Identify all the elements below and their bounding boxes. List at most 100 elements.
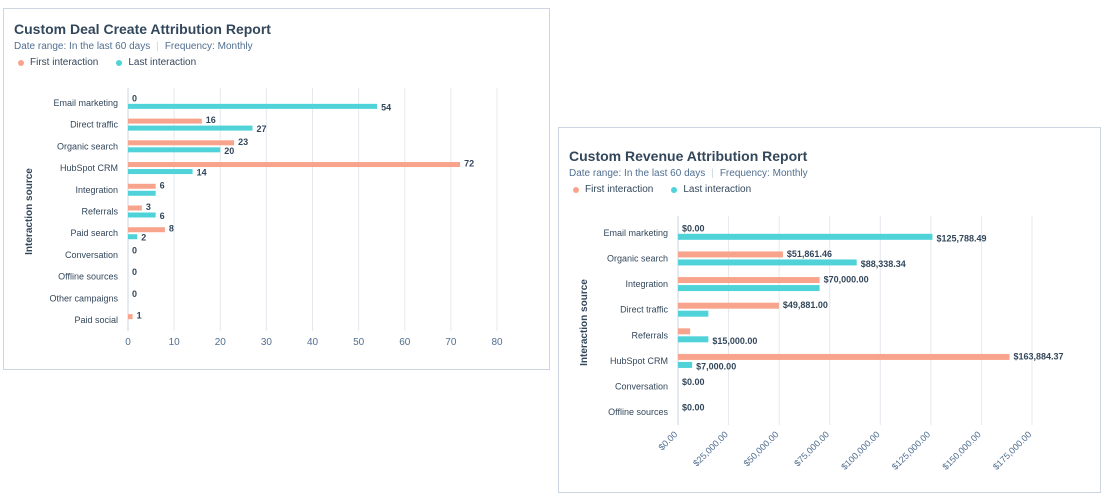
frequency: Frequency: Monthly [719,168,808,179]
data-label-first: 8 [169,224,174,234]
legend-last-label: Last interaction [683,184,752,195]
category-label: HubSpot CRM [610,356,668,366]
bar-first-interaction [128,140,235,146]
revenue-report-card: Custom Revenue Attribution Report Date r… [558,127,1101,493]
data-label-first: $0.00 [682,377,705,387]
data-label-first: 0 [132,93,137,103]
bar-first-interaction [678,251,783,258]
legend-last-interaction[interactable]: Last interaction [671,184,751,195]
data-label-first: $163,884.37 [1014,351,1064,361]
y-axis-title: Interaction source [24,168,35,255]
category-label: Organic search [607,253,668,263]
data-label-first: $70,000.00 [824,275,869,285]
category-label: Direct traffic [70,120,118,130]
category-label: Offline sources [608,407,668,417]
bar-first-interaction [678,353,1010,360]
bar-first-interaction [128,227,165,233]
category-label: HubSpot CRM [60,163,118,173]
category-label: Direct traffic [620,305,668,315]
chart-legend: First interaction Last interaction [573,184,751,195]
bar-first-interaction [678,328,691,335]
bar-last-interaction [128,103,378,109]
bar-last-interaction [678,259,857,266]
legend-first-interaction[interactable]: First interaction [573,184,653,195]
legend-first-swatch [573,186,579,193]
bar-last-interaction [128,190,156,196]
category-label: Email marketing [603,228,668,238]
data-label-last: 2 [141,233,146,243]
bar-last-interaction [678,233,933,240]
bar-last-interaction [128,125,253,131]
chart-title: Custom Revenue Attribution Report [569,148,808,164]
x-tick-label: $100,000.00 [839,429,881,471]
date-range: Date range: In the last 60 days [569,168,706,179]
bar-last-interaction [678,336,709,343]
data-label-first: $51,861.46 [787,249,832,259]
bar-last-interaction [128,212,156,218]
category-label: Integration [625,279,668,289]
y-axis-title: Interaction source [579,279,590,366]
data-label-last: $7,000.00 [696,361,736,371]
data-label-last: 14 [197,168,207,178]
bar-first-interaction [678,277,820,284]
category-label: Referrals [631,330,668,340]
bar-last-interaction [678,285,820,292]
data-label-last: 6 [160,211,165,221]
deal-create-report-card: Custom Deal Create Attribution Report Da… [3,8,550,370]
bar-first-interaction [128,205,142,211]
category-label: Paid social [74,315,118,325]
data-label-first: 0 [132,267,137,277]
x-tick-label: 80 [491,337,503,348]
category-label: Organic search [57,141,118,151]
data-label-first: 16 [206,115,216,125]
x-tick-label: 30 [261,337,273,348]
x-tick-label: 10 [169,337,181,348]
legend-last-swatch [116,59,123,66]
legend-last-label: Last interaction [128,57,197,68]
category-label: Conversation [65,250,118,260]
data-label-last: $15,000.00 [712,336,757,346]
data-label-first: $0.00 [682,403,705,413]
legend-last-swatch [671,186,678,193]
frequency: Frequency: Monthly [164,41,253,52]
category-label: Email marketing [53,98,118,108]
x-tick-label: 20 [215,337,227,348]
bar-last-interaction [128,234,138,240]
chart-legend: First interaction Last interaction [18,57,196,68]
x-tick-label: $50,000.00 [742,429,781,468]
data-label-first: $49,881.00 [783,300,828,310]
bar-last-interaction [678,310,709,317]
x-tick-label: $0.00 [656,429,679,452]
data-label-first: 1 [137,311,142,321]
bar-last-interaction [128,169,193,175]
x-tick-label: 60 [399,337,411,348]
data-label-last: 27 [257,124,267,134]
category-label: Offline sources [58,272,118,282]
bar-first-interaction [128,118,202,124]
bar-last-interaction [128,147,221,153]
data-label-last: 20 [224,146,234,156]
x-tick-label: $125,000.00 [890,429,932,471]
legend-first-label: First interaction [30,57,99,68]
category-label: Paid search [70,228,118,238]
legend-last-interaction[interactable]: Last interaction [116,57,196,68]
data-label-first: 0 [132,289,137,299]
data-label-last: $88,338.34 [861,259,906,269]
data-label-first: $0.00 [682,223,705,233]
category-label: Other campaigns [49,293,118,303]
legend-first-interaction[interactable]: First interaction [18,57,98,68]
revenue-bar-chart: $0.00 $25,000.00 $50,000.00 $75,000.00 $100,… [579,216,1064,472]
x-tick-label: 70 [445,337,457,348]
x-tick-label: 40 [307,337,319,348]
legend-first-label: First interaction [585,184,654,195]
chart-title: Custom Deal Create Attribution Report [14,21,271,37]
bar-first-interaction [128,314,133,320]
chart-subtitle: Date range: In the last 60 days | Frequenc… [569,168,808,179]
data-label-last: 54 [381,102,391,112]
x-tick-label: $25,000.00 [691,429,730,468]
data-label-first: 72 [464,159,474,169]
x-tick-label: $75,000.00 [792,429,831,468]
x-tick-label: $175,000.00 [991,429,1033,471]
category-label: Conversation [615,382,668,392]
